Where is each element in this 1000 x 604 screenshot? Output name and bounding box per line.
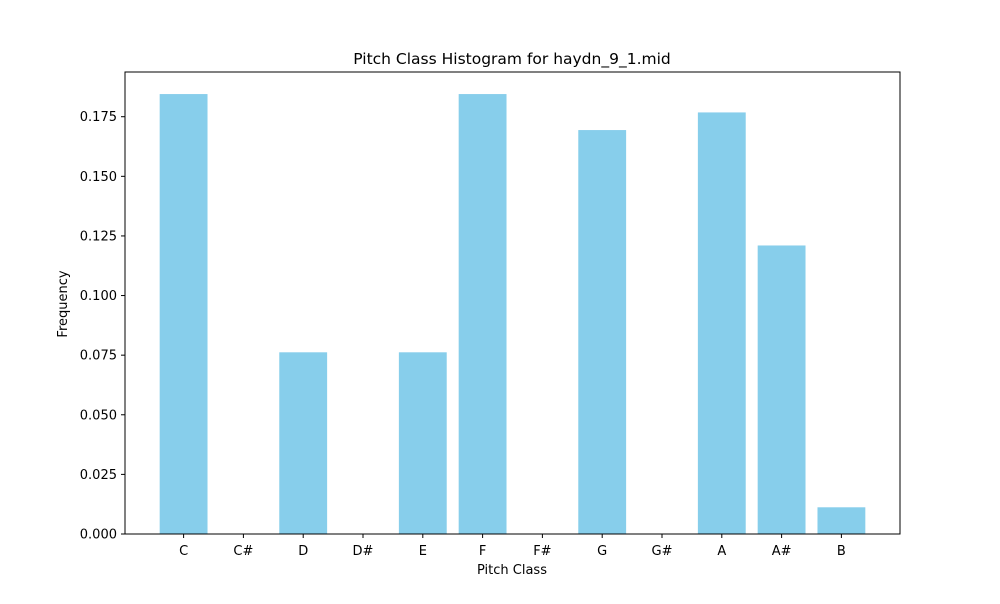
bar-f bbox=[458, 94, 507, 534]
bar-a-sharp bbox=[757, 245, 806, 534]
x-tick-label: D bbox=[298, 544, 308, 559]
x-tick-label: D# bbox=[353, 544, 374, 559]
y-tick-label: 0.050 bbox=[80, 408, 117, 423]
bar-a bbox=[697, 112, 746, 535]
y-tick-label: 0.150 bbox=[80, 170, 117, 185]
y-tick-label: 0.100 bbox=[80, 289, 117, 304]
y-tick-label: 0.025 bbox=[80, 468, 117, 483]
y-tick-label: 0.075 bbox=[80, 349, 117, 364]
y-tick-label: 0.175 bbox=[80, 110, 117, 125]
x-tick-label: C# bbox=[233, 544, 253, 559]
y-tick-label: 0.000 bbox=[80, 528, 117, 543]
bar-b bbox=[817, 507, 866, 534]
x-tick-label: C bbox=[179, 544, 188, 559]
x-tick-label: G# bbox=[652, 544, 673, 559]
chart-title: Pitch Class Histogram for haydn_9_1.mid bbox=[353, 50, 671, 69]
x-tick-label: A# bbox=[772, 544, 792, 559]
bars-layer bbox=[159, 94, 866, 535]
x-tick-label: A bbox=[717, 544, 726, 559]
x-tick-label: F# bbox=[533, 544, 551, 559]
bar-e bbox=[398, 352, 447, 534]
y-tick-label: 0.125 bbox=[80, 229, 117, 244]
axes-layer bbox=[124, 71, 901, 535]
x-tick-label: B bbox=[837, 544, 846, 559]
x-tick-label: E bbox=[419, 544, 427, 559]
bar-d bbox=[279, 352, 328, 534]
y-axis-label: Frequency bbox=[56, 270, 71, 337]
x-axis-label: Pitch Class bbox=[477, 563, 547, 578]
bar-c bbox=[159, 94, 208, 534]
plot-frame bbox=[124, 71, 901, 535]
ticks-layer: C C# D D# E F F# G G# A A# B 0.000 0.025 0.050 0.075 0.1… bbox=[80, 110, 846, 559]
x-tick-label: G bbox=[597, 544, 607, 559]
x-tick-label: F bbox=[479, 544, 486, 559]
bar-g bbox=[578, 130, 627, 534]
